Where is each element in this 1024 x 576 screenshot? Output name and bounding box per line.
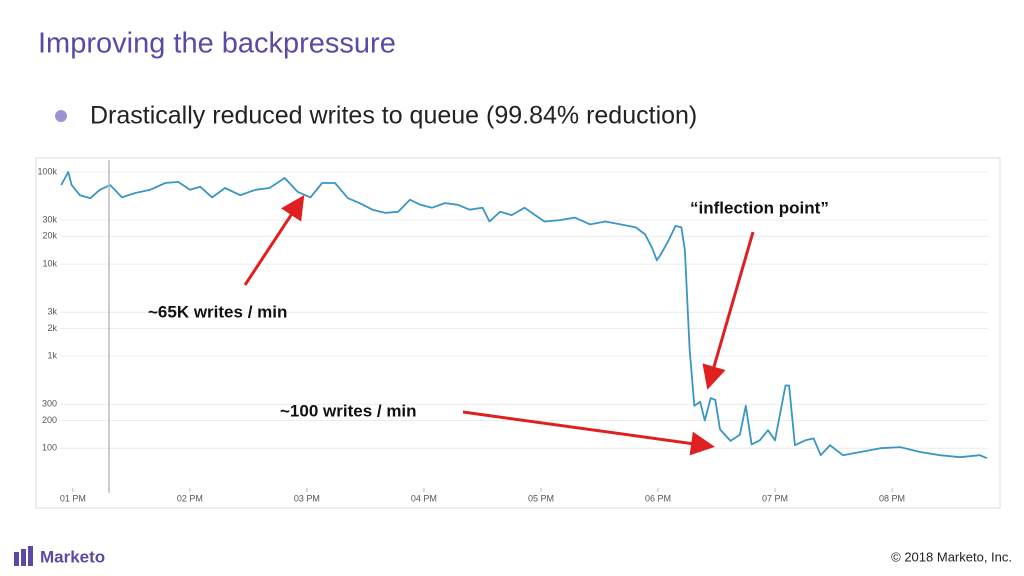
footer: © 2018 Marketo, Inc.	[891, 549, 1012, 564]
slide-title: Improving the backpressure	[38, 28, 396, 60]
bullet-dot	[55, 110, 67, 122]
data-line	[60, 171, 988, 460]
x-tick-label: 08 PM	[879, 493, 905, 503]
y-tick-label: 100k	[37, 166, 57, 176]
y-tick-label: 10k	[42, 258, 57, 268]
x-tick-label: 01 PM	[60, 493, 86, 503]
y-tick-label: 200	[42, 415, 57, 425]
y-tick-label: 100	[42, 443, 57, 453]
y-tick-label: 2k	[47, 323, 57, 333]
annotation: “inflection point”	[690, 198, 829, 217]
logo-text: Marketo	[40, 547, 105, 566]
arrow	[243, 194, 305, 286]
y-tick-label: 1k	[47, 351, 57, 361]
y-tick-label: 30k	[42, 215, 57, 225]
x-tick-label: 07 PM	[762, 493, 788, 503]
chart-frame	[35, 157, 1001, 509]
x-tick-label: 02 PM	[177, 493, 203, 503]
annotation: ~100 writes / min	[280, 401, 417, 420]
y-tick-label: 3k	[47, 307, 57, 317]
y-tick-label: 20k	[42, 231, 57, 241]
arrow	[462, 410, 715, 456]
bullet-text: Drastically reduced writes to queue (99.…	[90, 102, 697, 130]
x-tick-label: 05 PM	[528, 493, 554, 503]
y-tick-label: 300	[42, 399, 57, 409]
x-tick-label: 04 PM	[411, 493, 437, 503]
annotation: ~65K writes / min	[148, 302, 287, 321]
chart: 100k 30k 20k 10k 3k 2k 1k 300 200 100 01 PM 02 PM 03…	[37, 166, 988, 503]
arrow	[702, 231, 755, 390]
x-tick-label: 03 PM	[294, 493, 320, 503]
logo: Marketo	[14, 546, 105, 566]
x-tick-label: 06 PM	[645, 493, 671, 503]
